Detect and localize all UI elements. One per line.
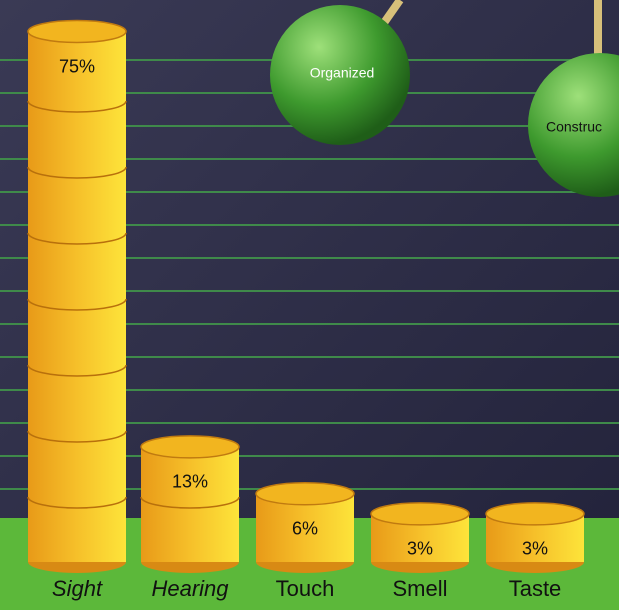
sphere: [528, 53, 619, 197]
coin-edge: [27, 364, 127, 377]
value-label: 3%: [407, 539, 433, 559]
bar-top: [255, 482, 355, 506]
value-label: 6%: [292, 519, 318, 539]
coin-edge: [27, 166, 127, 179]
bar: [28, 31, 126, 562]
coin-edge: [27, 496, 127, 509]
x-tick-label: Sight: [52, 576, 103, 601]
coin-edge: [27, 100, 127, 113]
x-tick-label: Smell: [392, 576, 447, 601]
value-label: 3%: [522, 539, 548, 559]
value-label: 75%: [59, 56, 95, 76]
x-tick-label: Hearing: [151, 576, 229, 601]
coin-edge: [27, 298, 127, 311]
annotation: Organized: [310, 65, 375, 81]
bar-top: [27, 19, 127, 44]
bars: 75% Sight 13% Hearing 6% Touch 3% Smell 3% Taste: [27, 19, 585, 601]
x-tick-label: Touch: [276, 576, 335, 601]
bar-top: [485, 502, 585, 526]
bar-top: [140, 435, 240, 459]
sphere: [270, 5, 410, 145]
coin-edge: [27, 232, 127, 245]
bar-top: [370, 502, 470, 526]
value-label: 13%: [172, 472, 208, 492]
coin-edge: [140, 496, 240, 509]
coin-edge: [27, 430, 127, 443]
annotation: Construc: [546, 119, 602, 135]
x-tick-label: Taste: [509, 576, 562, 601]
